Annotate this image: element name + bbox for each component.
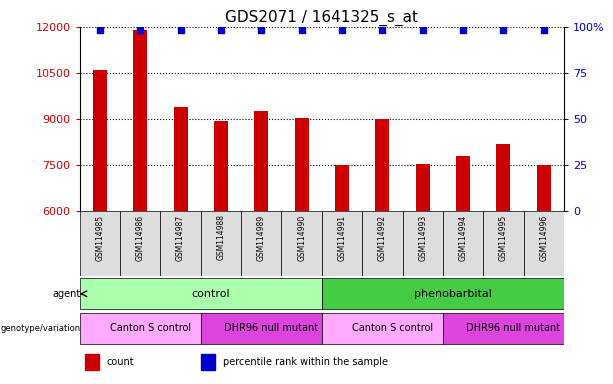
- Bar: [173, 107, 188, 211]
- Bar: [322, 313, 443, 344]
- Text: GSM114989: GSM114989: [257, 214, 266, 261]
- Text: GSM114991: GSM114991: [338, 214, 346, 261]
- Text: Canton S control: Canton S control: [352, 323, 433, 333]
- Bar: [85, 354, 99, 370]
- Bar: [80, 211, 120, 276]
- Text: control: control: [191, 289, 230, 299]
- Bar: [133, 30, 147, 211]
- Text: GSM114987: GSM114987: [176, 214, 185, 261]
- Bar: [362, 211, 403, 276]
- Text: GSM114990: GSM114990: [297, 214, 306, 261]
- Bar: [161, 211, 201, 276]
- Bar: [201, 211, 241, 276]
- Text: percentile rank within the sample: percentile rank within the sample: [223, 357, 387, 367]
- Bar: [201, 313, 322, 344]
- Text: DHR96 null mutant: DHR96 null mutant: [224, 323, 318, 333]
- Text: GSM114993: GSM114993: [418, 214, 427, 261]
- Text: GSM114985: GSM114985: [96, 214, 104, 261]
- Bar: [295, 118, 309, 211]
- Text: phenobarbital: phenobarbital: [414, 289, 492, 299]
- Bar: [335, 165, 349, 211]
- Bar: [120, 211, 161, 276]
- Bar: [93, 70, 107, 211]
- Text: agent: agent: [52, 289, 80, 299]
- Bar: [281, 211, 322, 276]
- Text: GSM114988: GSM114988: [216, 214, 226, 260]
- Text: GSM114992: GSM114992: [378, 214, 387, 261]
- Bar: [443, 211, 483, 276]
- Bar: [537, 165, 551, 211]
- Bar: [214, 121, 228, 211]
- Bar: [80, 313, 201, 344]
- Bar: [322, 211, 362, 276]
- Text: GSM114986: GSM114986: [135, 214, 145, 261]
- Bar: [483, 211, 524, 276]
- Bar: [254, 111, 268, 211]
- Bar: [322, 278, 564, 310]
- Text: Canton S control: Canton S control: [110, 323, 191, 333]
- Bar: [375, 119, 389, 211]
- Bar: [201, 354, 215, 370]
- Bar: [80, 278, 322, 310]
- Bar: [241, 211, 281, 276]
- Text: count: count: [106, 357, 134, 367]
- Text: GSM114994: GSM114994: [459, 214, 468, 261]
- Text: DHR96 null mutant: DHR96 null mutant: [466, 323, 560, 333]
- Bar: [497, 144, 511, 211]
- Bar: [403, 211, 443, 276]
- Title: GDS2071 / 1641325_s_at: GDS2071 / 1641325_s_at: [226, 9, 418, 25]
- Bar: [443, 313, 564, 344]
- Bar: [416, 164, 430, 211]
- Bar: [456, 156, 470, 211]
- Bar: [524, 211, 564, 276]
- Text: GSM114995: GSM114995: [499, 214, 508, 261]
- Text: GSM114996: GSM114996: [539, 214, 548, 261]
- Text: genotype/variation: genotype/variation: [1, 324, 80, 333]
